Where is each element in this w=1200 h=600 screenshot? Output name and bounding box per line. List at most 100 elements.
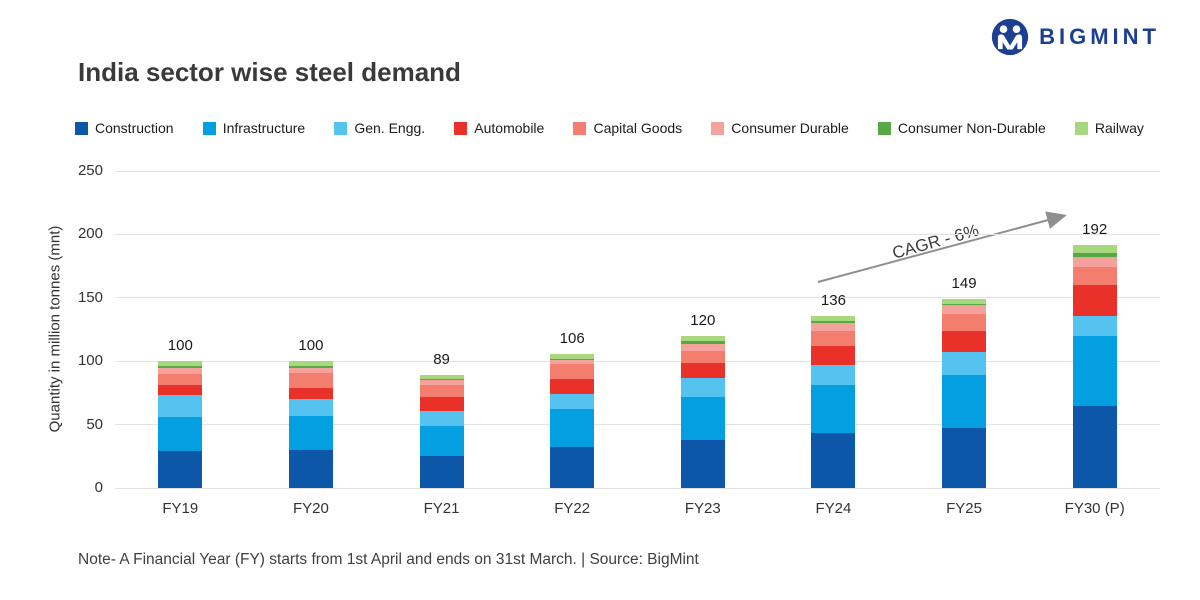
bar-segment-construction [288, 449, 333, 488]
bar-total-label: 136 [820, 291, 846, 309]
legend-swatch-icon [1074, 121, 1088, 135]
legend-label: Gen. Engg. [354, 120, 426, 136]
bar-segment-gen-engg [942, 352, 987, 376]
bar-segment-gen-engg [1072, 315, 1117, 336]
bar-segment-consumer-non-durable [942, 304, 987, 306]
bar-segment-consumer-non-durable [158, 366, 203, 368]
bar-segment-construction [419, 456, 464, 488]
x-axis-label: FY30 (P) [1064, 500, 1125, 517]
bar-segment-automobile [942, 330, 987, 353]
legend-item-3: Automobile [454, 120, 544, 136]
x-axis-label: FY24 [815, 500, 852, 517]
bar-FY22 [550, 353, 595, 488]
bar-segment-consumer-durable [942, 305, 987, 315]
bar-segment-railway [680, 335, 725, 341]
bar-FY21 [419, 375, 464, 488]
bar-FY30 (P) [1072, 244, 1117, 488]
bar-segment-capital-goods [1072, 267, 1117, 286]
legend-swatch-icon [334, 121, 348, 135]
bar-segment-infrastructure [288, 415, 333, 450]
bar-segment-infrastructure [680, 396, 725, 440]
legend-swatch-icon [573, 121, 587, 135]
bar-FY25 [942, 299, 987, 488]
bar-segment-gen-engg [288, 399, 333, 416]
bar-segment-infrastructure [550, 409, 595, 448]
bar-segment-construction [680, 439, 725, 488]
bar-segment-consumer-non-durable [680, 340, 725, 344]
gridline [115, 233, 1160, 235]
x-axis-label: FY21 [423, 500, 460, 517]
bar-segment-consumer-durable [550, 360, 595, 364]
legend-item-1: Infrastructure [202, 120, 305, 136]
y-tick-label: 100 [77, 352, 103, 370]
bar-segment-automobile [288, 387, 333, 400]
bar-segment-consumer-non-durable [1072, 253, 1117, 258]
legend-swatch-icon [454, 121, 468, 135]
bigmint-logo-icon [991, 18, 1029, 56]
bar-segment-consumer-durable [419, 380, 464, 386]
bar-total-label: 106 [559, 329, 585, 347]
x-axis-label: FY22 [554, 500, 591, 517]
bar-segment-consumer-durable [811, 323, 856, 331]
bar-total-label: 100 [167, 337, 193, 355]
bar-segment-railway [550, 353, 595, 359]
bar-segment-infrastructure [158, 417, 203, 452]
bar-segment-capital-goods [680, 351, 725, 363]
legend-item-0: Construction [75, 120, 174, 136]
legend-label: Railway [1094, 120, 1144, 136]
bar-segment-gen-engg [811, 365, 856, 386]
gridline [115, 170, 1160, 172]
bar-segment-consumer-non-durable [811, 320, 856, 324]
bar-total-label: 120 [690, 311, 716, 329]
bar-segment-consumer-durable [288, 367, 333, 373]
gridline [115, 424, 1160, 426]
bar-segment-consumer-durable [158, 367, 203, 374]
x-axis-label: FY25 [946, 500, 982, 517]
cagr-label: CAGR - 6% [890, 221, 981, 263]
bar-segment-construction [1072, 405, 1117, 488]
legend-label: Automobile [474, 120, 545, 136]
bar-segment-capital-goods [811, 330, 856, 347]
legend-label: Consumer Durable [731, 120, 849, 136]
bar-FY19 [158, 361, 203, 488]
bar-segment-railway [158, 361, 203, 367]
y-axis-label: Quantity in million tonnes (mnt) [46, 225, 64, 433]
bar-segment-infrastructure [419, 425, 464, 457]
x-axis-label: FY19 [162, 500, 199, 517]
legend-item-2: Gen. Engg. [334, 120, 425, 136]
page-title: India sector wise steel demand [78, 57, 461, 87]
bar-segment-railway [811, 315, 856, 321]
bar-segment-gen-engg [158, 395, 203, 417]
bar-segment-railway [419, 375, 464, 380]
bar-segment-automobile [1072, 285, 1117, 316]
cagr-arrow: CAGR - 6% [817, 211, 1067, 283]
bar-segment-automobile [419, 396, 464, 411]
legend-label: Capital Goods [593, 120, 683, 136]
bar-total-label: 89 [433, 351, 450, 369]
y-tick-label: 150 [77, 288, 103, 306]
bar-segment-consumer-durable [680, 343, 725, 352]
x-axis-label: FY23 [684, 500, 721, 517]
bar-segment-automobile [680, 362, 725, 378]
y-tick-label: 0 [94, 479, 103, 496]
bigmint-logo: BIGMINT [991, 18, 1160, 56]
plot-area: CAGR - 6% 0 50 100 150 200 250 100 FY19 100 FY20 8… [78, 162, 1160, 517]
bar-segment-capital-goods [158, 373, 203, 386]
bar-segment-infrastructure [942, 375, 987, 429]
bar-FY24 [811, 315, 856, 488]
bar-segment-capital-goods [942, 314, 987, 331]
bar-segment-construction [550, 447, 595, 488]
legend-swatch-icon [877, 121, 891, 135]
legend-swatch-icon [711, 121, 725, 135]
bar-segment-gen-engg [550, 394, 595, 410]
legend-swatch-icon [202, 121, 216, 135]
chart-legend: Construction Infrastructure Gen. Engg. Auto… [75, 120, 1144, 136]
bar-segment-consumer-durable [1072, 257, 1117, 268]
brand-name: BIGMINT [1039, 24, 1160, 49]
bar-segment-infrastructure [811, 385, 856, 434]
bar-segment-infrastructure [1072, 335, 1117, 406]
bar-segment-automobile [550, 379, 595, 395]
bar-segment-consumer-non-durable [288, 366, 333, 368]
legend-swatch-icon [75, 121, 88, 135]
